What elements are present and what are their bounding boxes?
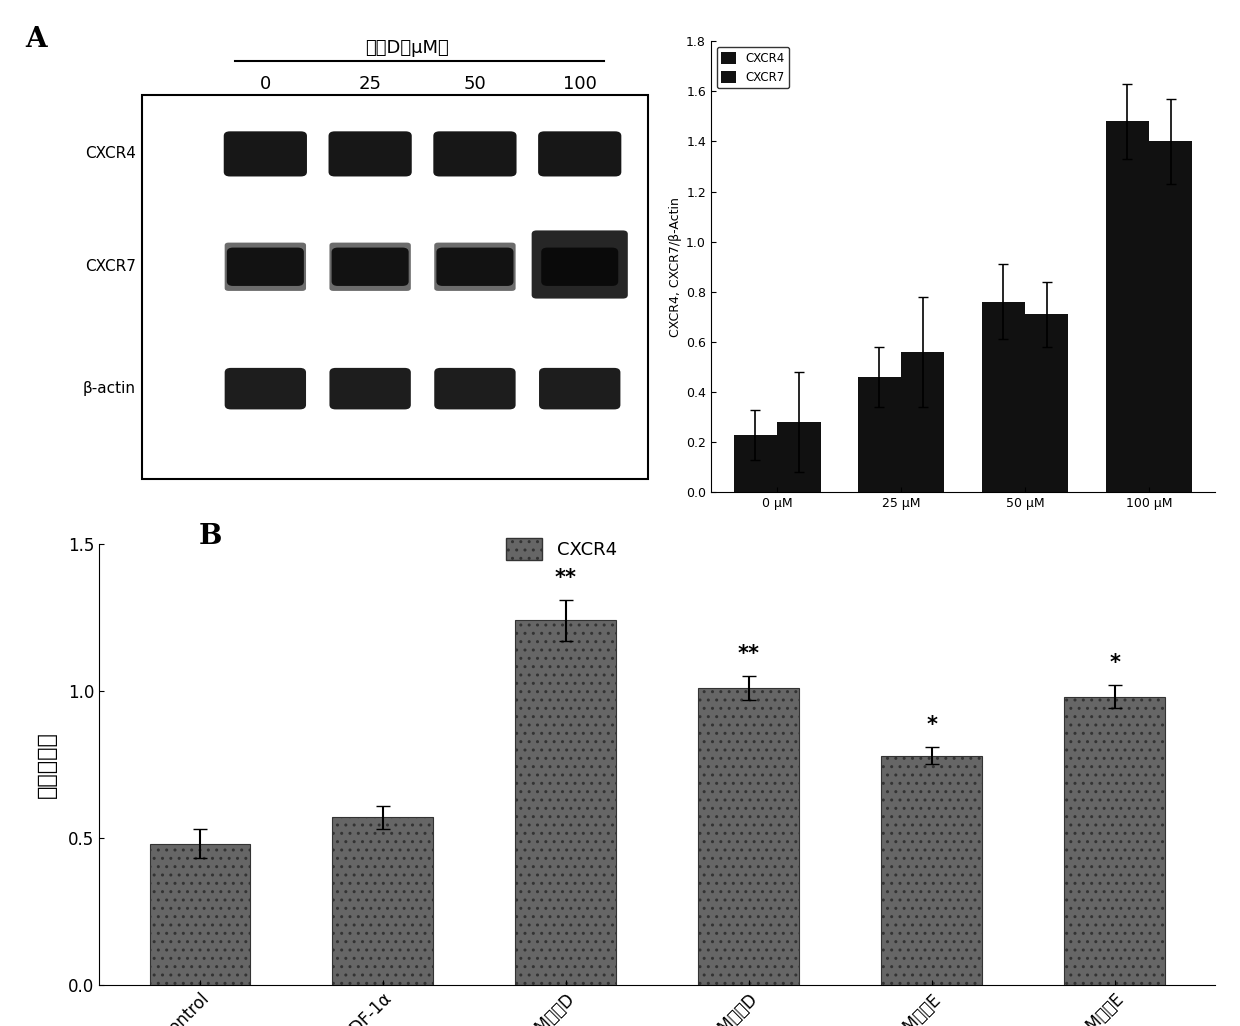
Y-axis label: CXCR4, CXCR7/β-Actin: CXCR4, CXCR7/β-Actin xyxy=(668,197,682,337)
FancyBboxPatch shape xyxy=(330,242,410,291)
FancyBboxPatch shape xyxy=(227,247,304,286)
FancyBboxPatch shape xyxy=(223,131,308,176)
Text: *: * xyxy=(1109,654,1120,673)
Text: 100: 100 xyxy=(563,75,596,93)
FancyBboxPatch shape xyxy=(539,368,620,409)
Bar xyxy=(901,352,945,492)
Bar xyxy=(698,687,799,985)
Text: B: B xyxy=(198,523,222,550)
Text: **: ** xyxy=(738,644,760,665)
Text: 50: 50 xyxy=(464,75,486,93)
FancyBboxPatch shape xyxy=(436,247,513,286)
FancyBboxPatch shape xyxy=(330,368,410,409)
Bar xyxy=(777,423,821,492)
Text: CXCR7: CXCR7 xyxy=(86,260,136,274)
FancyBboxPatch shape xyxy=(538,131,621,176)
FancyBboxPatch shape xyxy=(434,368,516,409)
FancyBboxPatch shape xyxy=(224,368,306,409)
Bar xyxy=(1106,121,1149,492)
FancyBboxPatch shape xyxy=(532,231,627,299)
Bar xyxy=(143,95,647,479)
Text: **: ** xyxy=(554,568,577,588)
Bar xyxy=(882,755,982,985)
Text: *: * xyxy=(926,715,937,735)
Text: 多肽D（μM）: 多肽D（μM） xyxy=(366,39,449,56)
FancyBboxPatch shape xyxy=(224,242,306,291)
FancyBboxPatch shape xyxy=(434,242,516,291)
Bar xyxy=(982,302,1025,492)
Legend: CXCR4: CXCR4 xyxy=(498,530,624,567)
Y-axis label: 相对表达量: 相对表达量 xyxy=(37,731,57,798)
Bar xyxy=(734,435,777,492)
Text: 25: 25 xyxy=(358,75,382,93)
Legend: CXCR4, CXCR7: CXCR4, CXCR7 xyxy=(717,47,789,88)
Bar xyxy=(332,818,433,985)
FancyBboxPatch shape xyxy=(541,247,619,286)
Text: β-actin: β-actin xyxy=(83,381,136,396)
Text: 0: 0 xyxy=(259,75,272,93)
FancyBboxPatch shape xyxy=(329,131,412,176)
Bar xyxy=(1064,697,1164,985)
Bar xyxy=(1149,142,1193,492)
FancyBboxPatch shape xyxy=(433,131,517,176)
Bar xyxy=(858,378,901,492)
Text: A: A xyxy=(25,26,46,52)
Text: CXCR4: CXCR4 xyxy=(86,147,136,161)
Bar xyxy=(1025,314,1069,492)
Bar xyxy=(150,843,250,985)
Bar xyxy=(516,621,616,985)
FancyBboxPatch shape xyxy=(331,247,409,286)
